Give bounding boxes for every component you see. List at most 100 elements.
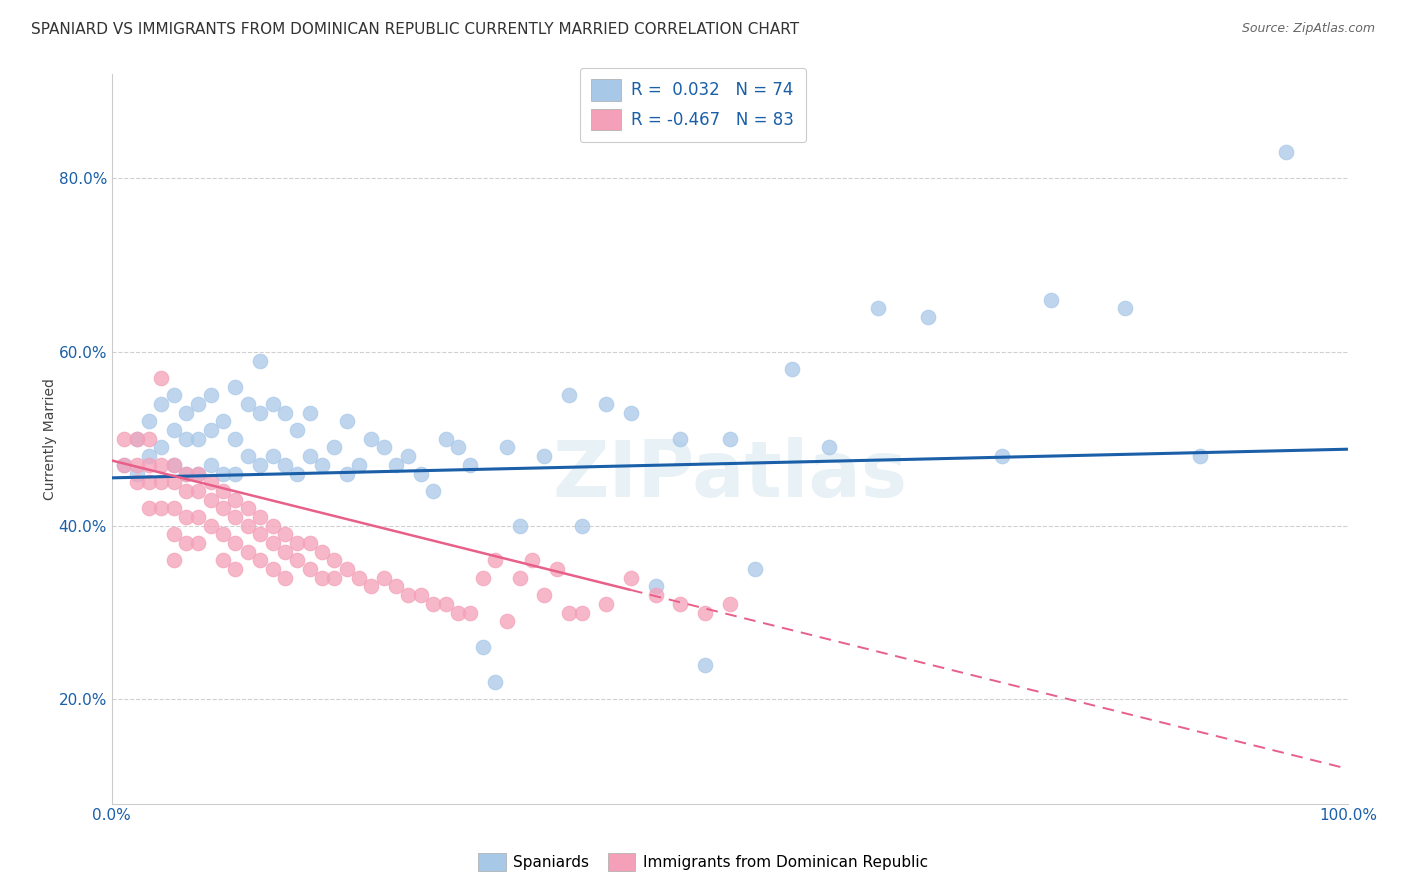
Point xyxy=(174,432,197,446)
Point xyxy=(138,414,160,428)
Point xyxy=(112,458,135,472)
Point xyxy=(187,467,209,481)
Point xyxy=(496,441,519,455)
Point xyxy=(274,571,297,585)
Point xyxy=(595,597,617,611)
Point xyxy=(150,501,173,516)
Point xyxy=(125,432,148,446)
Point xyxy=(447,606,470,620)
Point xyxy=(1275,145,1298,160)
Point xyxy=(422,483,444,498)
Point xyxy=(162,553,184,567)
Point xyxy=(212,527,235,541)
Point xyxy=(484,553,506,567)
Point xyxy=(187,536,209,550)
Point xyxy=(373,571,395,585)
Point xyxy=(447,441,470,455)
Point xyxy=(224,379,246,393)
Legend: Spaniards, Immigrants from Dominican Republic: Spaniards, Immigrants from Dominican Rep… xyxy=(472,847,934,877)
Point xyxy=(311,458,333,472)
Point xyxy=(200,475,222,490)
Point xyxy=(274,544,297,558)
Point xyxy=(1040,293,1063,307)
Point xyxy=(285,423,308,437)
Text: SPANIARD VS IMMIGRANTS FROM DOMINICAN REPUBLIC CURRENTLY MARRIED CORRELATION CHA: SPANIARD VS IMMIGRANTS FROM DOMINICAN RE… xyxy=(31,22,799,37)
Point xyxy=(224,536,246,550)
Point xyxy=(224,432,246,446)
Point xyxy=(150,475,173,490)
Point xyxy=(471,571,494,585)
Point xyxy=(323,571,346,585)
Point xyxy=(200,458,222,472)
Point xyxy=(174,406,197,420)
Point xyxy=(669,597,692,611)
Point xyxy=(112,458,135,472)
Point xyxy=(249,553,271,567)
Point xyxy=(311,544,333,558)
Point xyxy=(311,571,333,585)
Point xyxy=(162,423,184,437)
Point xyxy=(520,553,543,567)
Point xyxy=(695,657,717,672)
Point xyxy=(224,562,246,576)
Point xyxy=(138,432,160,446)
Point xyxy=(150,458,173,472)
Point xyxy=(274,406,297,420)
Point xyxy=(162,475,184,490)
Point xyxy=(571,518,593,533)
Point xyxy=(212,553,235,567)
Y-axis label: Currently Married: Currently Married xyxy=(44,378,58,500)
Point xyxy=(150,371,173,385)
Point xyxy=(718,597,741,611)
Point xyxy=(669,432,692,446)
Point xyxy=(398,449,420,463)
Point xyxy=(323,441,346,455)
Point xyxy=(571,606,593,620)
Point xyxy=(150,397,173,411)
Point xyxy=(385,458,408,472)
Point xyxy=(187,432,209,446)
Point xyxy=(212,501,235,516)
Point xyxy=(249,406,271,420)
Point xyxy=(298,406,321,420)
Point xyxy=(360,579,382,593)
Point xyxy=(917,310,939,325)
Point xyxy=(224,492,246,507)
Point xyxy=(347,571,370,585)
Point xyxy=(125,475,148,490)
Point xyxy=(224,510,246,524)
Point xyxy=(695,606,717,620)
Point xyxy=(162,458,184,472)
Point xyxy=(236,501,259,516)
Point xyxy=(620,571,643,585)
Point xyxy=(991,449,1014,463)
Point xyxy=(546,562,568,576)
Point xyxy=(434,432,457,446)
Point xyxy=(262,449,284,463)
Point xyxy=(644,579,666,593)
Text: ZIPatlas: ZIPatlas xyxy=(553,437,907,513)
Point xyxy=(817,441,839,455)
Point xyxy=(249,353,271,368)
Point xyxy=(138,449,160,463)
Point xyxy=(509,571,531,585)
Point xyxy=(212,483,235,498)
Point xyxy=(262,562,284,576)
Point xyxy=(285,553,308,567)
Point xyxy=(458,606,481,620)
Point xyxy=(236,544,259,558)
Point xyxy=(620,406,643,420)
Point xyxy=(347,458,370,472)
Point xyxy=(174,483,197,498)
Point xyxy=(422,597,444,611)
Point xyxy=(174,467,197,481)
Point xyxy=(187,510,209,524)
Point xyxy=(1188,449,1211,463)
Point xyxy=(249,527,271,541)
Point xyxy=(249,510,271,524)
Point xyxy=(162,527,184,541)
Point xyxy=(434,597,457,611)
Point xyxy=(336,467,359,481)
Point xyxy=(262,536,284,550)
Point xyxy=(200,388,222,402)
